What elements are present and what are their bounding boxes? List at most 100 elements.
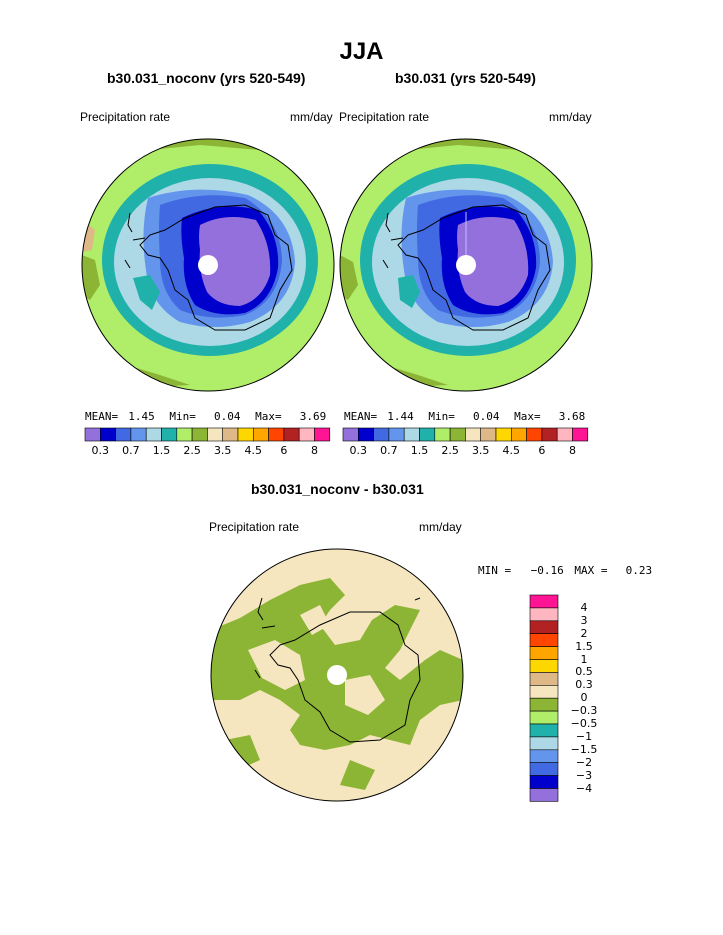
left-colorbar-box (283, 427, 300, 442)
right-colorbar-tick-label: 1.5 (410, 444, 429, 457)
difference-max-label: MAX = (574, 564, 608, 577)
difference-colorbar-tick-label: −0.5 (570, 717, 598, 730)
difference-colorbar-tick-label: −1 (575, 729, 593, 743)
left-colorbar-box (115, 427, 132, 442)
left-colorbar-box (237, 427, 254, 442)
difference-min-label: MIN = (478, 564, 512, 577)
difference-min-value: −0.16 (530, 564, 564, 577)
left-colorbar-box (84, 427, 101, 442)
difference-map (211, 549, 463, 801)
right-colorbar-box (495, 427, 512, 442)
left-colorbar-box (176, 427, 193, 442)
difference-colorbar-tick-label: −0.3 (570, 704, 598, 718)
left-colorbar-box (268, 427, 285, 442)
right-colorbar-box (388, 427, 405, 442)
left-colorbar-box (191, 427, 208, 442)
right-field-label: Precipitation rate (339, 110, 430, 124)
right-stats: MEAN= 1.44 Min= 0.04 Max= 3.68 (344, 410, 585, 423)
difference-colorbar-tick-label: 2 (580, 626, 588, 640)
difference-colorbar-box (529, 620, 559, 634)
left-colorbar-tick-label: 0.3 (91, 444, 110, 457)
right-colorbar-tick-label: 0.3 (349, 444, 368, 457)
right-colorbar-box (480, 427, 497, 442)
difference-colorbar-box (529, 710, 559, 725)
difference-colorbar-box (529, 684, 559, 699)
left-colorbar-box (253, 427, 269, 442)
difference-colorbar-tick-label: 1.5 (575, 639, 593, 653)
difference-colorbar-box (529, 749, 559, 763)
right-colorbar-tick-label: 2.5 (441, 444, 459, 457)
left-map-border (81, 138, 335, 392)
right-colorbar-box (510, 427, 527, 442)
right-colorbar-box (403, 427, 420, 442)
left-colorbar-box (130, 427, 147, 442)
right-mean-value: 1.44 (387, 410, 414, 423)
difference-colorbar-tick-label: 0 (580, 691, 588, 705)
difference-colorbar-box (529, 633, 559, 647)
right-colorbar-box (465, 427, 481, 442)
right-min-label: Min= (428, 410, 455, 423)
left-units-label: mm/day (290, 110, 333, 124)
right-colorbar (342, 427, 589, 442)
left-min-value: 0.04 (214, 410, 241, 423)
difference-stats: MIN = −0.16 MAX = 0.23 (478, 564, 652, 577)
right-panel-title: b30.031 (yrs 520-549) (395, 70, 536, 86)
difference-colorbar-box (529, 646, 559, 660)
left-min-label: Min= (169, 410, 196, 423)
left-colorbar-box (100, 427, 116, 442)
left-field-label: Precipitation rate (80, 110, 171, 124)
left-colorbar-box (298, 427, 315, 442)
difference-colorbar-tick-label: −2 (575, 755, 593, 769)
difference-max-value: 0.23 (625, 564, 653, 577)
right-colorbar-tick-label: 8 (569, 444, 576, 457)
difference-colorbar-tick-label: −1.5 (570, 742, 598, 756)
right-mean-label: MEAN= (344, 410, 378, 423)
difference-colorbar (529, 594, 559, 802)
left-mean-value: 1.45 (128, 410, 155, 423)
right-colorbar-box (342, 427, 359, 442)
right-colorbar-box (449, 427, 466, 442)
left-colorbar-tick-label: 2.5 (183, 444, 201, 457)
difference-colorbar-tick-label: 0.5 (575, 665, 593, 679)
difference-units-label: mm/day (419, 520, 462, 534)
difference-colorbar-box (529, 697, 559, 712)
left-colorbar-box (145, 427, 162, 442)
difference-colorbar-box (529, 672, 559, 686)
left-colorbar-tick-label: 8 (311, 444, 318, 457)
difference-colorbar-box (529, 762, 559, 776)
right-colorbar-box (572, 427, 589, 442)
difference-colorbar-box (529, 607, 559, 622)
left-colorbar-box (161, 427, 178, 442)
left-mean-label: MEAN= (85, 410, 119, 423)
difference-colorbar-tick-label: −4 (575, 781, 593, 795)
difference-colorbar-tick-label: 0.3 (575, 678, 593, 692)
left-colorbar-box (314, 427, 331, 442)
left-panel-title: b30.031_noconv (yrs 520-549) (107, 70, 306, 86)
difference-colorbar-tick-label: 3 (580, 613, 588, 627)
difference-colorbar-box (529, 659, 559, 673)
left-colorbar-tick-label: 0.7 (122, 444, 140, 457)
main-title: JJA (339, 38, 384, 65)
difference-colorbar-box (529, 723, 559, 738)
right-colorbar-tick-label: 4.5 (502, 444, 521, 457)
difference-colorbar-tick-label: −3 (575, 768, 593, 782)
right-precip-map (340, 139, 592, 391)
left-max-value: 3.69 (299, 410, 327, 423)
difference-colorbar-box (529, 736, 559, 751)
right-units-label: mm/day (549, 110, 592, 124)
left-precip-map (82, 139, 334, 391)
difference-colorbar-box (529, 594, 559, 609)
right-colorbar-tick-label: 0.7 (380, 444, 398, 457)
right-colorbar-tick-label: 3.5 (471, 444, 490, 457)
right-colorbar-box (434, 427, 451, 442)
right-colorbar-box (556, 427, 573, 442)
left-colorbar-box (207, 427, 223, 442)
right-colorbar-box (357, 427, 374, 442)
difference-colorbar-box (529, 788, 559, 802)
right-colorbar-box (526, 427, 543, 442)
right-colorbar-box (419, 427, 436, 442)
difference-colorbar-box (529, 775, 559, 789)
left-colorbar (84, 427, 331, 442)
left-colorbar-tick-label: 6 (280, 444, 288, 457)
